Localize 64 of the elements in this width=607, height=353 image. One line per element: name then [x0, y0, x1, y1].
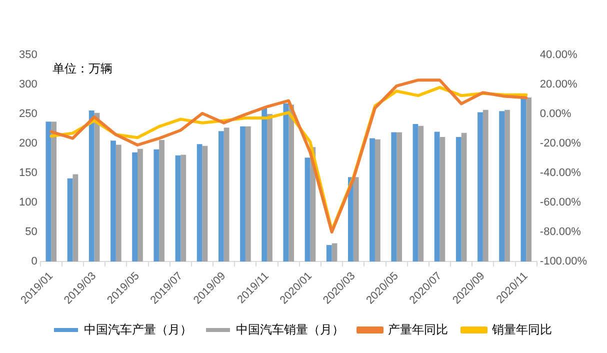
- bar: [434, 132, 440, 262]
- bar: [202, 146, 208, 262]
- bar: [461, 132, 467, 262]
- bar: [132, 152, 138, 262]
- bar: [370, 138, 375, 262]
- bar: [51, 122, 57, 262]
- bar: [196, 144, 202, 262]
- y2-tick-label: 20.00%: [540, 78, 578, 91]
- y2-tick-label: 0.00%: [540, 108, 572, 120]
- y2-tick-label: 40.00%: [540, 49, 578, 62]
- y-tick-label: 100: [18, 196, 38, 209]
- y-tick-label: 0: [31, 256, 38, 268]
- bar: [180, 154, 186, 262]
- bar: [499, 111, 505, 262]
- bar: [159, 140, 164, 262]
- legend-label: 销量年同比: [491, 322, 552, 336]
- y-tick-label: 350: [18, 49, 38, 62]
- legend-label: 产量年同比: [388, 322, 448, 336]
- bar: [267, 114, 272, 262]
- annotation: 单位：万辆: [52, 61, 112, 76]
- bar: [412, 124, 418, 262]
- bar: [245, 126, 251, 262]
- bar: [504, 110, 510, 262]
- bar: [218, 131, 224, 262]
- bar: [224, 128, 230, 262]
- y2-tick-label: -100.00%: [540, 256, 588, 268]
- y2-tick-label: -40.00%: [540, 167, 582, 180]
- bar: [288, 104, 294, 262]
- bar: [526, 97, 532, 262]
- legend-label: 中国汽车销量（月）: [236, 322, 344, 336]
- y-tick-label: 200: [18, 138, 38, 150]
- bar: [478, 112, 483, 262]
- bar: [116, 144, 122, 262]
- y-tick-label: 50: [25, 226, 38, 238]
- bar: [110, 140, 116, 262]
- legend-label: 中国汽车产量（月）: [84, 322, 192, 336]
- bar: [46, 122, 52, 262]
- bar: [138, 148, 143, 262]
- bar: [88, 110, 94, 262]
- bar: [332, 243, 338, 262]
- bar: [72, 174, 78, 262]
- bar: [374, 139, 380, 262]
- bar: [482, 110, 488, 262]
- y-tick-label: 250: [18, 108, 38, 120]
- bar: [175, 155, 181, 262]
- y-tick-label: 150: [18, 167, 38, 180]
- bar: [283, 103, 289, 262]
- bar: [353, 177, 359, 262]
- bar: [304, 158, 310, 262]
- bar: [456, 137, 462, 262]
- bar: [396, 132, 402, 262]
- bar: [440, 137, 446, 262]
- y-tick-label: 300: [18, 78, 38, 91]
- bar: [240, 126, 246, 262]
- bar: [418, 126, 424, 262]
- bar: [520, 96, 526, 262]
- y2-tick-label: -60.00%: [540, 196, 582, 209]
- bar: [391, 132, 397, 262]
- y2-tick-label: -80.00%: [540, 226, 582, 238]
- y2-tick-label: -20.00%: [540, 138, 582, 150]
- bar: [262, 108, 268, 262]
- bar: [67, 178, 73, 262]
- bar: [326, 245, 332, 262]
- bar: [154, 149, 160, 262]
